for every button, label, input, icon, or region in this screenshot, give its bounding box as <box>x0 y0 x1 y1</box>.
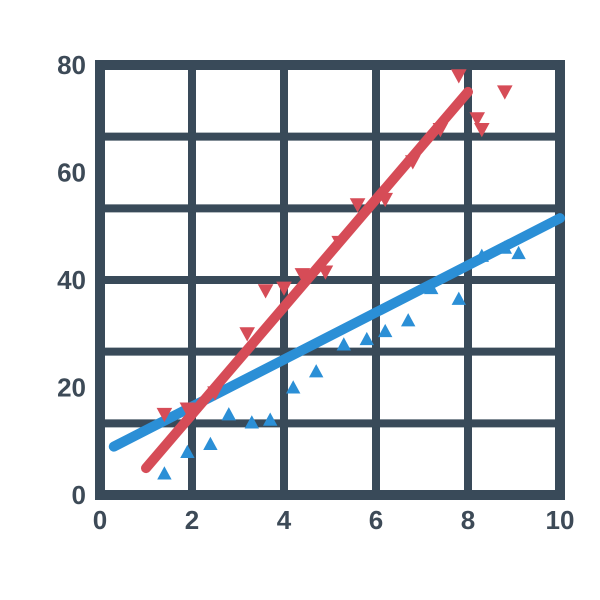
y-tick-label: 40 <box>57 265 86 295</box>
y-tick-label: 20 <box>57 373 86 403</box>
x-tick-label: 2 <box>185 505 199 535</box>
x-tick-label: 10 <box>546 505 575 535</box>
x-tick-label: 4 <box>277 505 292 535</box>
chart-svg: 0 20 40 60 80 0 2 4 6 8 10 <box>0 0 600 600</box>
y-tick-label: 60 <box>57 158 86 188</box>
x-tick-label: 8 <box>461 505 475 535</box>
x-tick-label: 6 <box>369 505 383 535</box>
scatter-regression-chart: 0 20 40 60 80 0 2 4 6 8 10 <box>0 0 600 600</box>
x-tick-label: 0 <box>93 505 107 535</box>
y-tick-label: 0 <box>72 480 86 510</box>
y-tick-label: 80 <box>57 50 86 80</box>
